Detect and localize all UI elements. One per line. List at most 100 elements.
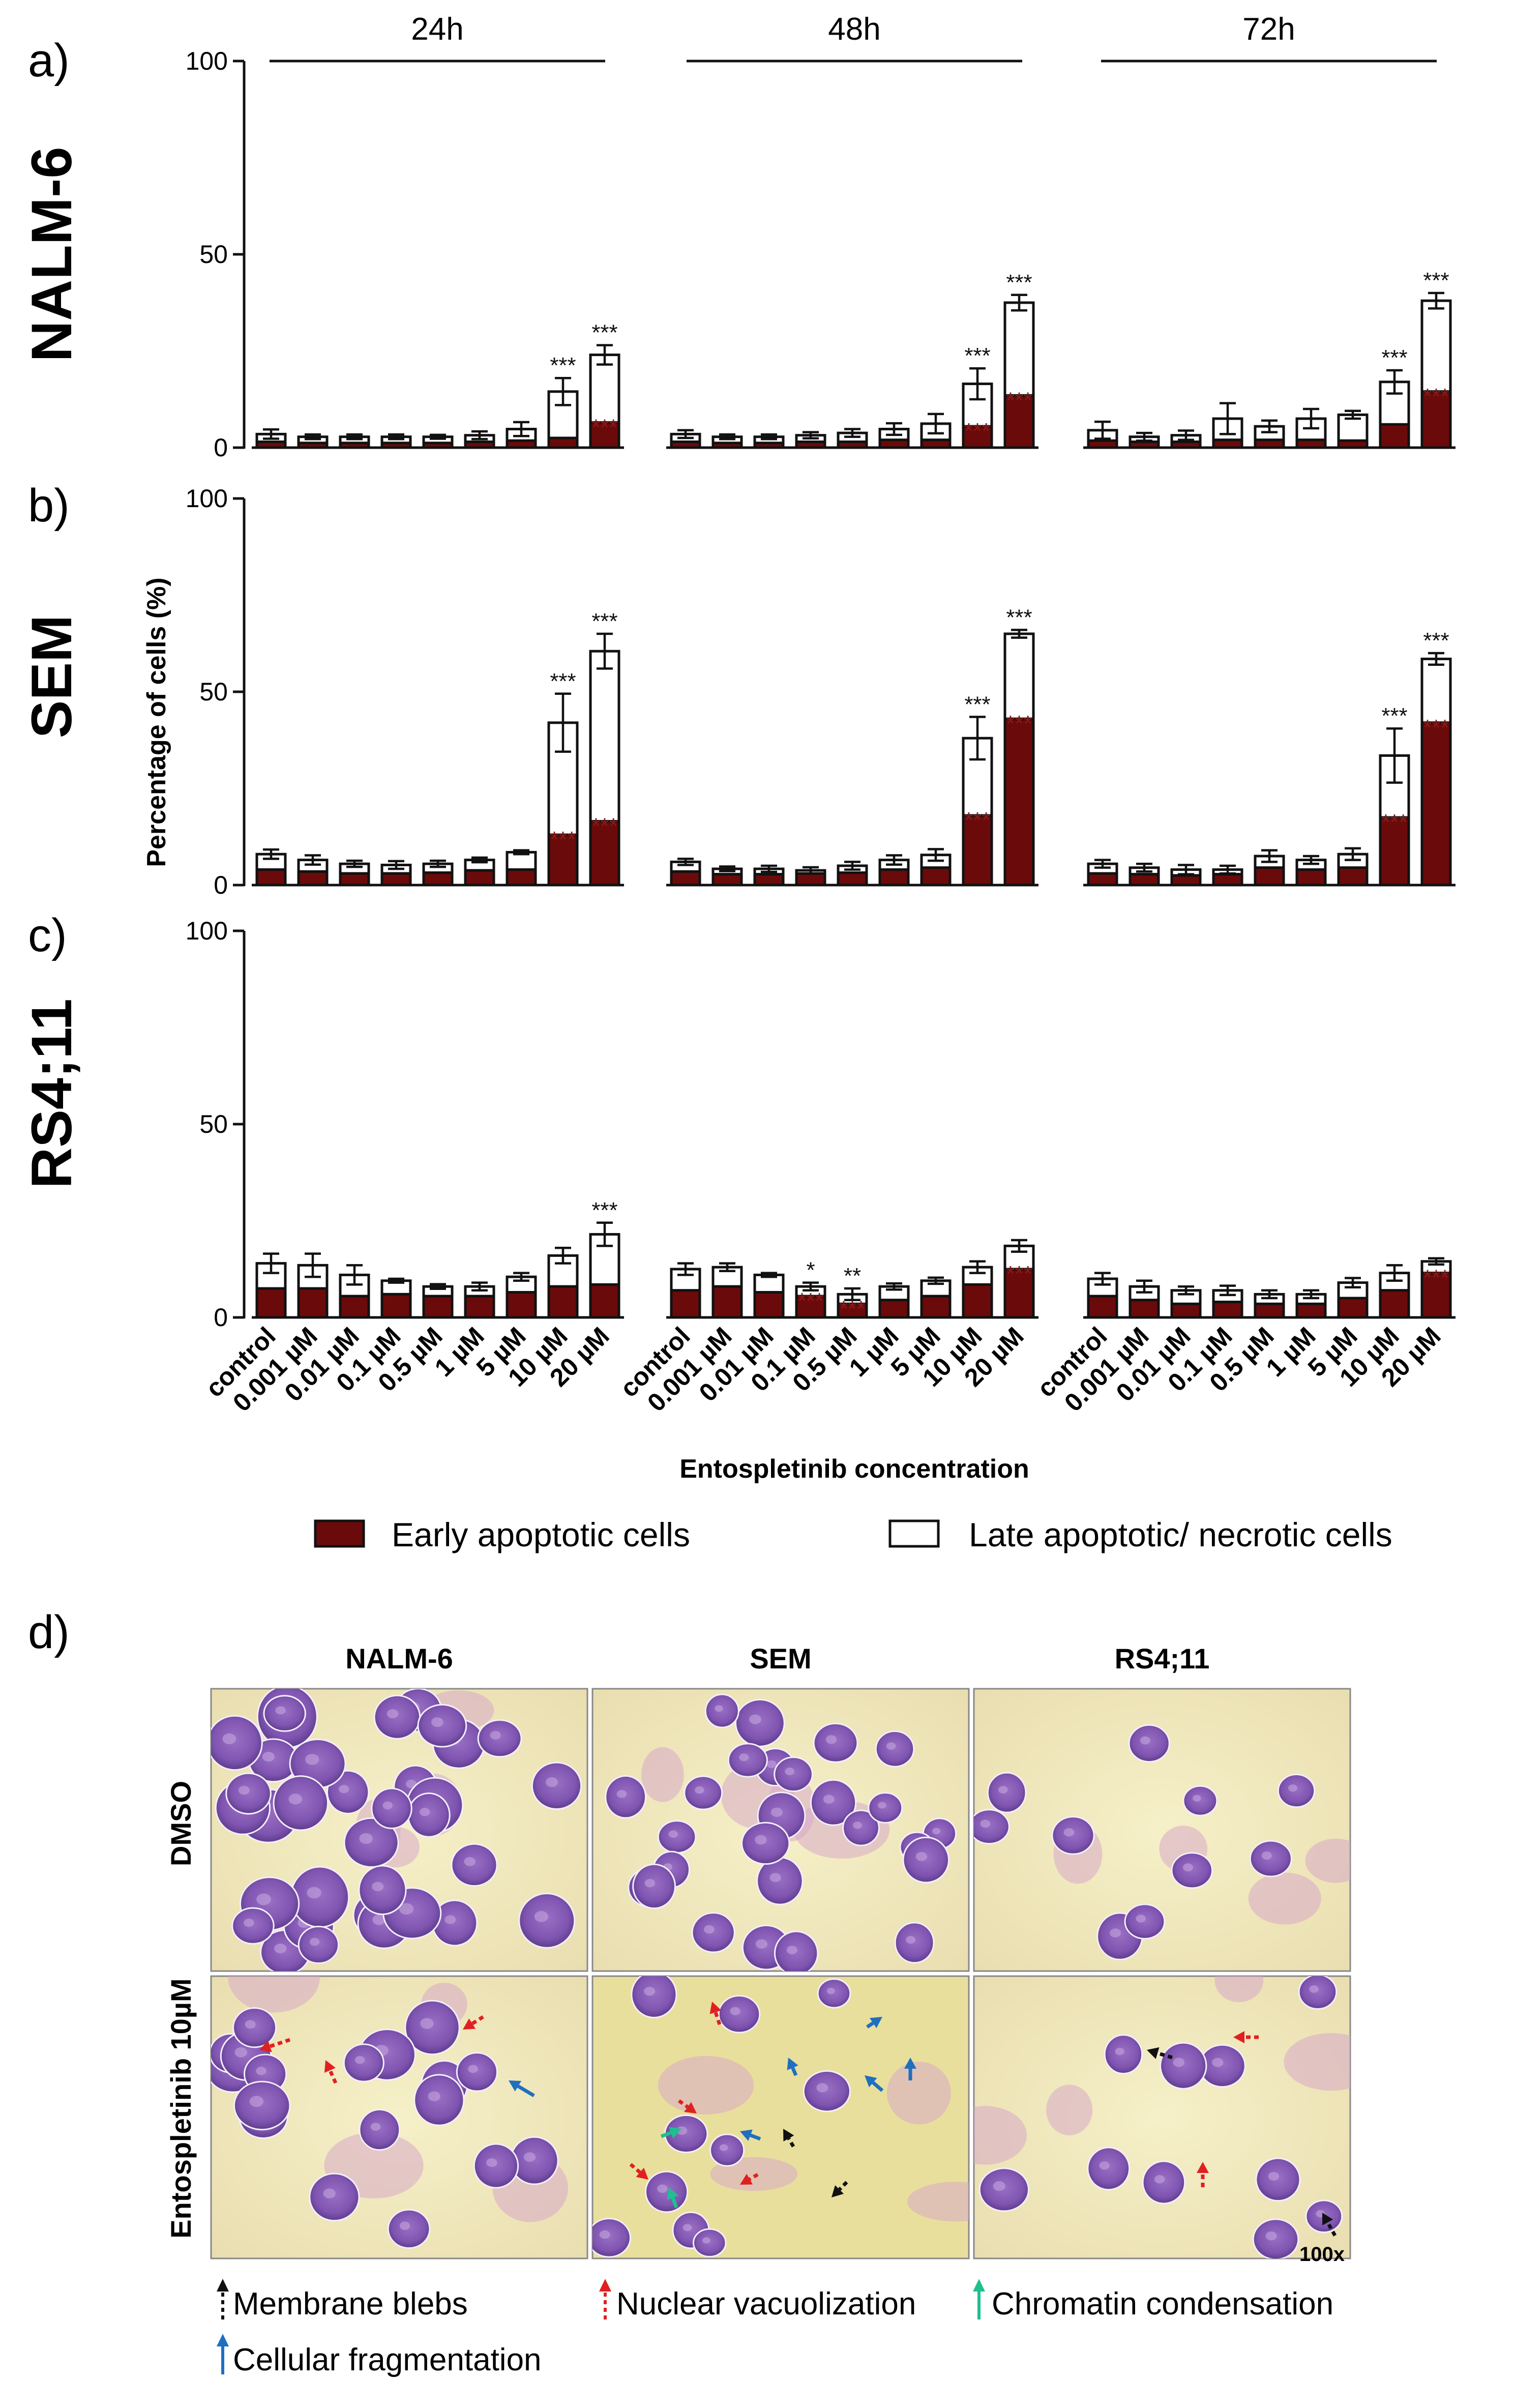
y-tick-label: 100 — [186, 47, 228, 75]
cell-nucleolus — [1309, 1985, 1319, 1993]
cell-nucleolus — [1193, 1795, 1201, 1802]
cell-nucleolus — [823, 1795, 835, 1804]
bar-early-72h-1 — [1129, 441, 1160, 449]
bar-early-24h-3 — [380, 1293, 412, 1319]
cell — [875, 1730, 915, 1768]
cell — [741, 1822, 790, 1865]
cell-line-label-nalm6: NALM-6 — [20, 146, 83, 362]
bar-early-48h-1 — [711, 1285, 743, 1319]
cell-nucleolus — [245, 2020, 256, 2029]
cell — [1255, 2157, 1301, 2202]
y-axis-title: Percentage of cells (%) — [142, 577, 171, 867]
cell — [343, 2043, 384, 2082]
cell — [774, 1756, 813, 1793]
cell — [456, 2052, 498, 2092]
significance-total: *** — [1381, 703, 1407, 728]
annotation-arrow — [832, 2181, 848, 2197]
bar-late-72h-8 — [1420, 657, 1452, 724]
bar-early-48h-7 — [962, 425, 993, 449]
annotation-arrow — [660, 2127, 681, 2138]
bar-early-24h-7 — [547, 1285, 579, 1319]
cell-nucleolus — [431, 1717, 443, 1727]
cell-nucleolus — [420, 2018, 434, 2029]
magnification-label: 100x — [1299, 2243, 1345, 2266]
bar-early-48h-6 — [920, 866, 952, 887]
cell — [211, 1715, 263, 1771]
bar-early-48h-1 — [711, 442, 743, 449]
chart-panel-nalm6: 0 50 100 *** *** *** *** *** *** *** *** *** *** — [186, 47, 1456, 462]
bar-early-24h-2 — [339, 1295, 370, 1319]
cell — [631, 1976, 677, 2018]
arrow-key-label-membrane-blebs: Membrane blebs — [233, 2286, 468, 2322]
bar-early-72h-0 — [1087, 872, 1118, 887]
cell — [404, 2000, 460, 2055]
cell-nucleolus — [256, 1893, 271, 1905]
bar-early-72h-2 — [1170, 441, 1202, 449]
cell — [868, 1792, 903, 1824]
cell — [1087, 2147, 1131, 2191]
cell-nucleolus — [826, 1987, 835, 1994]
annotation-arrow — [865, 2075, 884, 2092]
cell — [810, 1779, 857, 1826]
bar-early-48h-1 — [711, 873, 743, 887]
chart-panel-sem: 0 50 100 *** *** *** *** *** *** *** *** *** *** *** *… — [186, 484, 1456, 899]
micrograph-row-entospletinib: Entospletinib 10µM — [165, 1978, 197, 2238]
annotation-arrow — [509, 2080, 535, 2098]
cell-nucleolus — [1154, 2175, 1165, 2184]
bar-early-24h-4 — [422, 442, 454, 449]
bar-early-72h-0 — [1087, 439, 1118, 449]
stain-smear — [886, 2062, 951, 2125]
cell — [232, 2007, 277, 2048]
cell — [263, 1695, 306, 1732]
cell-nucleolus — [244, 1918, 254, 1927]
bar-early-72h-6 — [1337, 439, 1369, 449]
annotation-arrow — [783, 2129, 795, 2148]
cell-nucleolus — [1115, 2047, 1124, 2055]
bar-early-72h-4 — [1254, 1302, 1285, 1319]
arrow-key-membrane-blebs: Membrane blebs — [217, 2279, 468, 2322]
cell-nucleolus — [1110, 1928, 1121, 1937]
significance-total: *** — [1423, 268, 1449, 293]
bar-early-48h-8 — [1003, 394, 1035, 449]
bar-early-48h-7 — [962, 814, 993, 887]
bar-early-72h-8 — [1420, 1272, 1452, 1319]
cell-nucleolus — [1063, 1828, 1075, 1837]
cell — [978, 2167, 1030, 2212]
cell — [298, 1925, 340, 1964]
cell — [1104, 2034, 1143, 2075]
micrograph-background — [973, 1975, 1351, 2259]
cell-nucleolus — [1173, 2058, 1185, 2067]
significance-early: *** — [964, 808, 990, 833]
cell-nucleolus — [668, 1830, 678, 1838]
annotation-arrow — [740, 2129, 761, 2141]
bar-late-24h-8 — [589, 650, 620, 823]
bar-early-24h-0 — [255, 441, 287, 449]
cell-nucleolus — [730, 2007, 740, 2015]
cell-nucleolus — [323, 2188, 336, 2198]
micrograph-entospletinib-10-m-sem — [591, 1975, 970, 2259]
cell — [473, 2143, 519, 2189]
bar-late-72h-6 — [1337, 1281, 1369, 1300]
cell-nucleolus — [338, 1785, 349, 1794]
micrograph-col-rs411: RS4;11 — [1115, 1642, 1210, 1675]
cell-nucleolus — [816, 2083, 828, 2093]
stain-smear — [1046, 2084, 1093, 2135]
bar-early-72h-6 — [1337, 1297, 1369, 1319]
cell-nucleolus — [993, 2181, 1005, 2191]
arrow-key-label-cellular-fragmentation: Cellular fragmentation — [233, 2342, 542, 2377]
cell — [813, 1722, 858, 1763]
bar-late-24h-0 — [255, 853, 287, 871]
time-header-72h: 72h — [1242, 12, 1295, 47]
cell-nucleolus — [755, 1939, 768, 1949]
cell-nucleolus — [703, 1925, 715, 1934]
bar-late-48h-8 — [1003, 301, 1035, 397]
cell-nucleolus — [749, 1714, 761, 1724]
bar-early-24h-0 — [255, 1287, 287, 1319]
legend: Early apoptotic cells Late apoptotic/ ne… — [314, 1516, 1392, 1553]
bar-early-72h-1 — [1129, 1299, 1160, 1319]
cell-nucleolus — [309, 1937, 320, 1946]
cell-nucleolus — [464, 1857, 476, 1866]
cell — [531, 1761, 582, 1810]
bar-early-48h-4 — [837, 1302, 868, 1319]
arrow-key-cellular-fragmentation: Cellular fragmentation — [217, 2334, 542, 2377]
